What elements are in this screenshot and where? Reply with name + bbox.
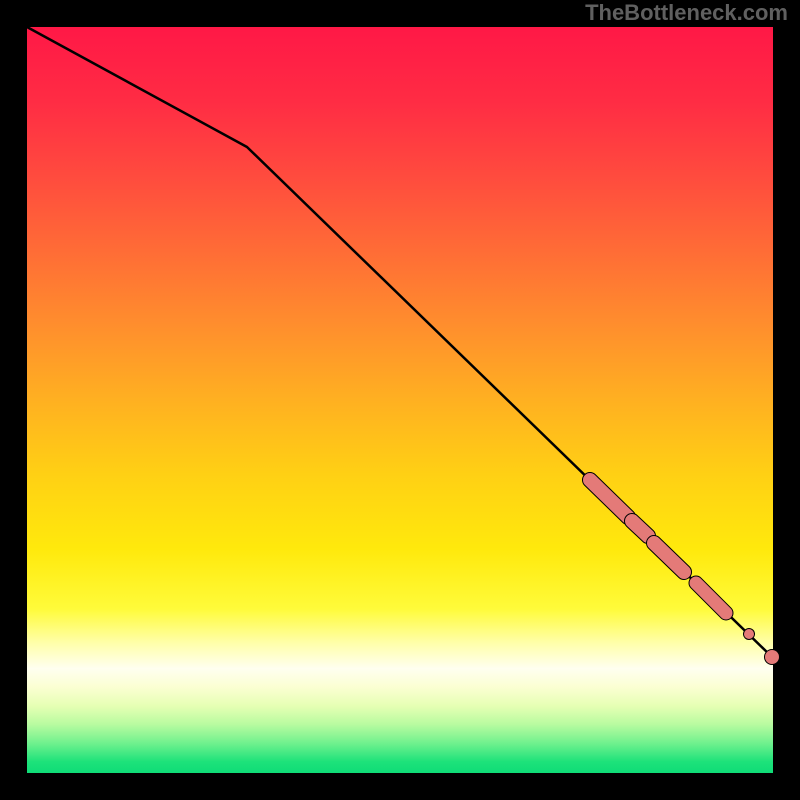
chart-container: TheBottleneck.com [0, 0, 800, 800]
chart-svg [0, 0, 800, 800]
marker-dot [744, 629, 754, 639]
watermark-text: TheBottleneck.com [585, 0, 788, 26]
marker-dot [765, 650, 779, 664]
gradient-background [27, 27, 773, 773]
